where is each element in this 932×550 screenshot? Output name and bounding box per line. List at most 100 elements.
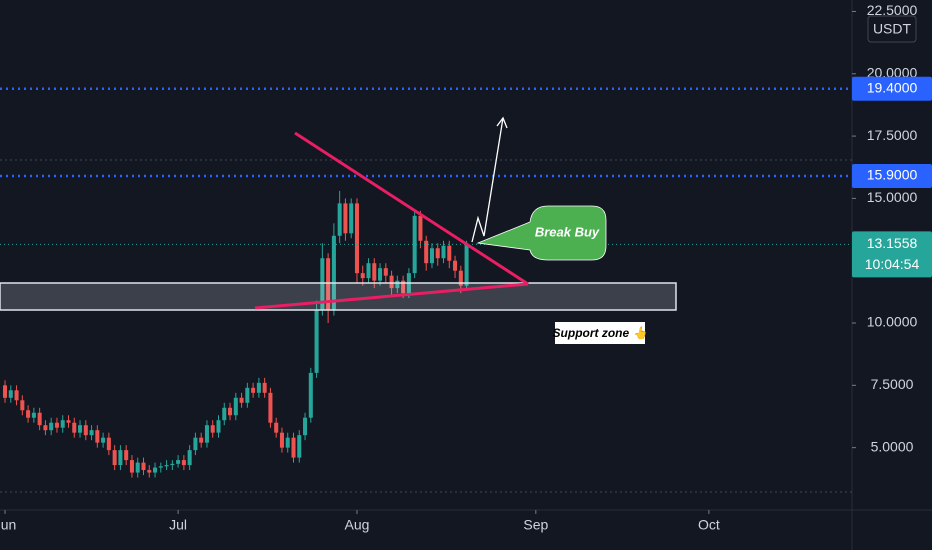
candle-body [274, 422, 279, 433]
candle-body [170, 463, 175, 466]
candle-body [118, 450, 123, 466]
candle-body [222, 407, 227, 421]
candle-body [83, 425, 88, 436]
candle-body [26, 410, 31, 418]
candle-body [60, 420, 65, 428]
candle-body [54, 422, 59, 428]
candle-body [308, 372, 313, 418]
candle-body [366, 263, 371, 279]
candle-body [78, 425, 83, 433]
candle-body [31, 412, 36, 418]
candle-body [383, 268, 388, 276]
candle-body [268, 392, 273, 423]
callout-text: Break Buy [535, 224, 600, 239]
plot [0, 87, 852, 478]
candle-body [95, 430, 100, 443]
x-tick-label: Sep [523, 517, 548, 533]
level-label-box [852, 163, 932, 188]
candle-body [181, 460, 186, 466]
candle-body [129, 460, 134, 473]
support-zone [0, 282, 677, 311]
candle-body [49, 422, 54, 431]
candle-body [141, 462, 146, 471]
candle-body [245, 387, 250, 403]
candle-body [354, 203, 359, 274]
candle-body [331, 235, 336, 311]
note-box [555, 322, 645, 344]
candle-body [101, 437, 106, 443]
candle-body [435, 248, 440, 259]
candle-body [256, 382, 261, 393]
y-tick-label: 10.0000 [867, 314, 918, 330]
candle-body [233, 397, 238, 416]
level-label: 19.4000 [867, 79, 918, 95]
x-tick-label: Oct [698, 517, 720, 533]
y-tick-label: 7.5000 [871, 376, 914, 392]
candle-body [153, 467, 158, 473]
candle-body [43, 425, 48, 431]
candle-body [14, 390, 19, 401]
candle-body [89, 430, 94, 436]
candle-body [199, 437, 204, 443]
candle-body [441, 245, 446, 259]
candle-body [204, 425, 209, 443]
candle-body [424, 240, 429, 264]
candle-body [314, 310, 319, 373]
candle-body [164, 465, 169, 467]
candle-body [20, 400, 25, 411]
candle-body [279, 432, 284, 448]
candle-body [372, 263, 377, 281]
trendline [254, 282, 529, 310]
candle-body [228, 407, 233, 416]
candle-body [429, 248, 434, 264]
candle-body [112, 450, 117, 466]
candle-body [106, 437, 111, 451]
candle-body [3, 385, 8, 398]
candle-body [349, 203, 354, 234]
candle-body [401, 280, 406, 294]
level-label: 15.9000 [867, 167, 918, 183]
y-tick-label: 15.0000 [867, 189, 918, 205]
level-label-box [852, 76, 932, 101]
candle-body [176, 460, 181, 464]
candle-body [458, 270, 463, 286]
callout [476, 205, 607, 261]
arrow-head [496, 116, 508, 129]
arrow [471, 117, 504, 243]
candle-body [291, 437, 296, 458]
currency-box [867, 15, 917, 43]
y-tick-label: 17.5000 [867, 127, 918, 143]
candle-body [187, 450, 192, 466]
y-tick-label: 20.0000 [867, 64, 918, 80]
x-tick-label: Jul [169, 517, 187, 533]
candle-body [418, 215, 423, 241]
candle-body [251, 387, 256, 393]
candle-body [66, 420, 71, 423]
candle-body [37, 412, 42, 426]
x-tick-label: Aug [345, 517, 370, 533]
last-price-label: 13.1558 [867, 235, 918, 251]
candle-body [337, 203, 342, 236]
countdown: 10:04:54 [865, 256, 920, 272]
candle-body [453, 260, 458, 271]
last-price-box [852, 231, 932, 278]
currency: USDT [873, 21, 912, 37]
candle-body [297, 435, 302, 458]
x-tick-label: Jun [0, 517, 16, 533]
candle-body [147, 470, 152, 473]
candle-body [303, 417, 308, 436]
candle-body [135, 462, 140, 473]
candle-body [389, 275, 394, 289]
candle-body [360, 273, 365, 279]
candle-body [395, 280, 400, 289]
candle-body [216, 420, 221, 433]
candle-body [193, 437, 198, 451]
candle-body [239, 397, 244, 403]
candle-body [262, 382, 267, 393]
y-tick-label: 22.5000 [867, 2, 918, 18]
candle-body [72, 422, 77, 433]
candle-body [210, 425, 215, 433]
price-axis: 5.0000 7.5000 10.0000 15.0000 17.5000 20.0000… [852, 2, 932, 454]
